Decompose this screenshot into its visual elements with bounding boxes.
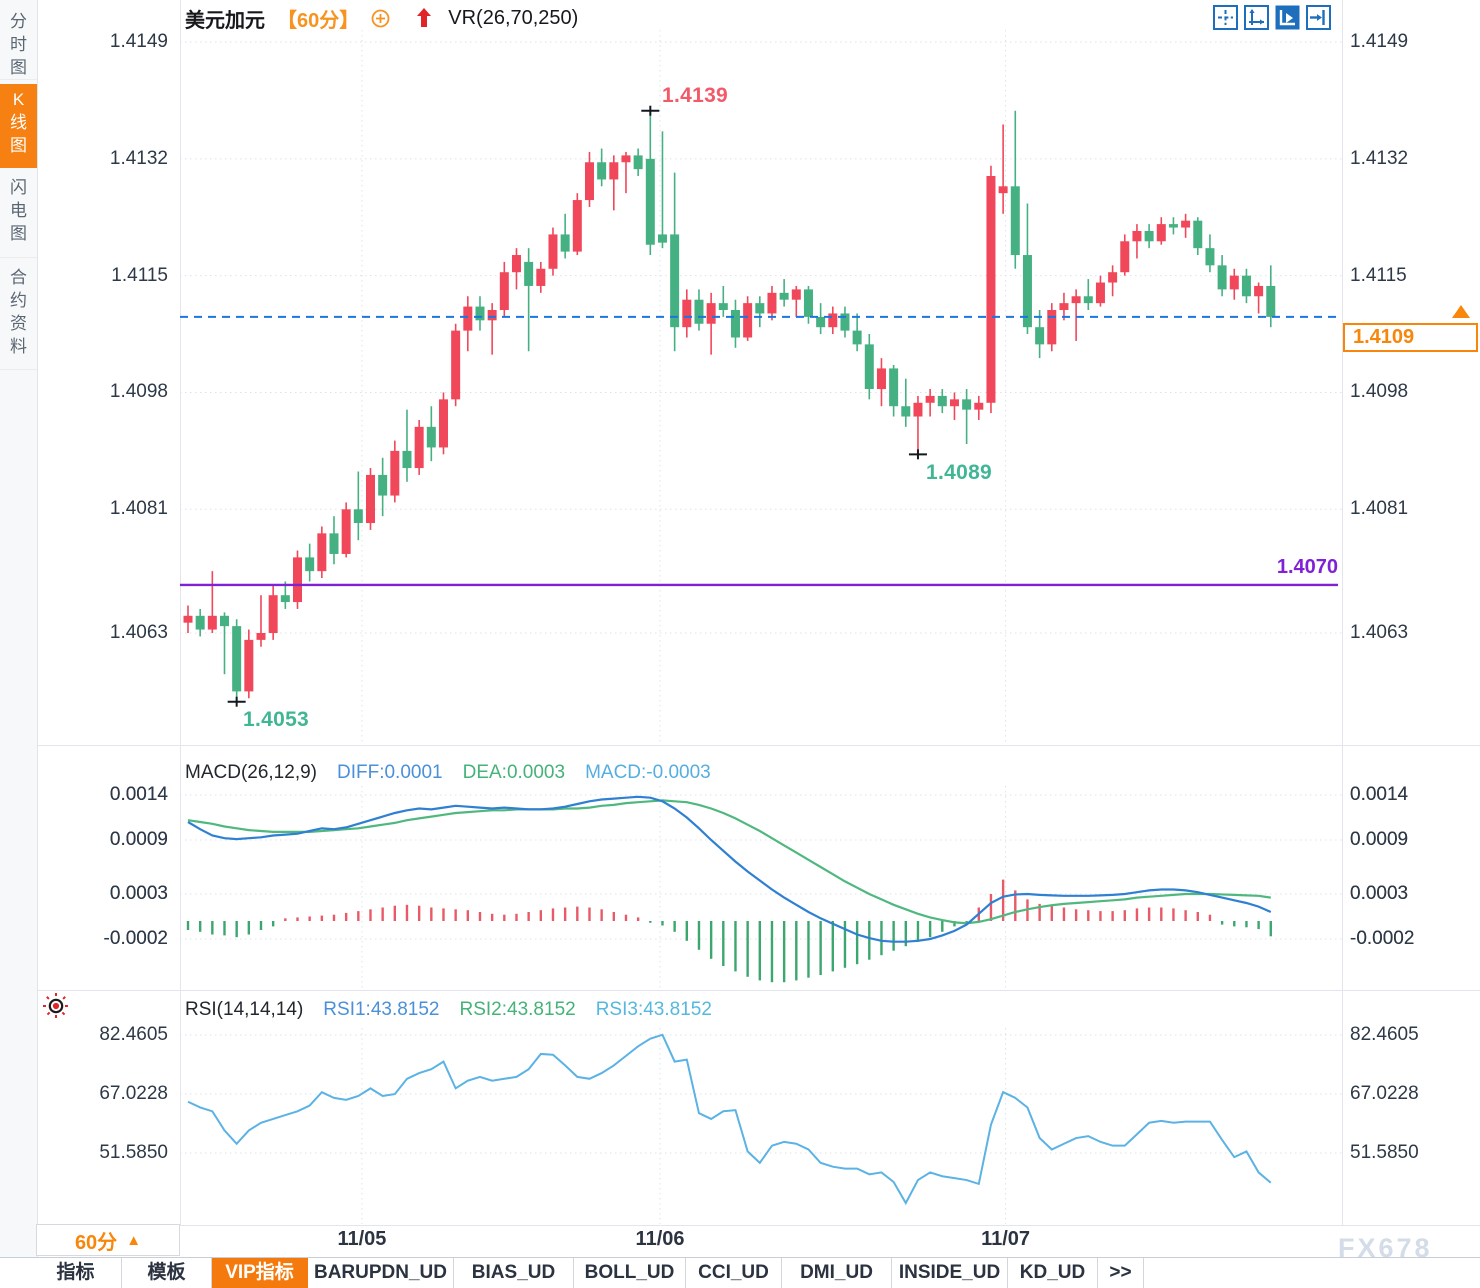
alert-target-icon[interactable]: [42, 992, 70, 1020]
macd-tick-label-left: 0.0003: [109, 883, 168, 904]
price-tick-label-right: 1.4132: [1350, 147, 1409, 169]
tab-指标[interactable]: 指标: [30, 1258, 122, 1288]
sidebar-item-contract-info[interactable]: 合约资料: [0, 262, 37, 370]
axis-range-icon[interactable]: [1244, 5, 1269, 30]
tab-inside-ud[interactable]: INSIDE_UD: [892, 1258, 1008, 1288]
macd-tick-label-left: 0.0014: [109, 784, 168, 805]
trend-up-arrow-icon: [417, 8, 432, 27]
macd-layer: [186, 795, 1272, 983]
period-up-triangle-icon: ▲: [126, 1231, 142, 1249]
macd-value-readout: MACD:-0.0003: [585, 762, 711, 783]
period-badge[interactable]: 【60分】: [277, 9, 360, 32]
macd-tick-label-right: 0.0003: [1350, 883, 1409, 904]
macd-tick-label-left: 0.0014: [109, 784, 168, 805]
macd-tick-label-left: -0.0002: [103, 928, 168, 949]
sidebar-item-flash-chart[interactable]: 闪电图: [0, 172, 37, 258]
price-tick-label-left: 1.4081: [109, 498, 168, 520]
macd-panel-header: MACD(26,12,9) DIFF:0.0001 DEA:0.0003 MAC…: [185, 762, 711, 784]
swing-low-annotation: 1.4089: [926, 461, 993, 484]
rsi-tick-label-right: 51.5850: [1350, 1141, 1419, 1163]
macd-tick-label-right: -0.0002: [1350, 928, 1415, 949]
tab-cci-ud[interactable]: CCI_UD: [686, 1258, 782, 1288]
rsi-panel-header: RSI(14,14,14) RSI1:43.8152 RSI2:43.8152 …: [185, 999, 712, 1021]
rsi-tick-label-right: 67.0228: [1350, 1082, 1419, 1104]
price-tick-label-right: 1.4115: [1350, 264, 1407, 286]
low-price-annotation: 1.4053: [243, 708, 310, 731]
macd-dea-readout: DEA:0.0003: [462, 762, 566, 783]
date-label: 11/05: [337, 1228, 387, 1250]
price-up-triangle-icon: [1452, 305, 1470, 318]
price-tick-label-right: 1.4098: [1350, 381, 1409, 403]
period-selector[interactable]: 60分 ▲: [36, 1224, 180, 1256]
rsi2-readout: RSI2:43.8152: [459, 999, 576, 1020]
price-tick-label-left: 1.4098: [109, 381, 168, 403]
macd-tick-label-right: 0.0009: [1350, 829, 1409, 850]
price-tick-label-left: 1.4149: [109, 31, 168, 52]
price-tick-label-right: 1.4063: [1350, 621, 1409, 643]
tab-dmi-ud[interactable]: DMI_UD: [782, 1258, 892, 1288]
macd-tick-label-right: 0.0014: [1350, 784, 1409, 805]
dea-line: [187, 799, 1271, 925]
macd-title: MACD(26,12,9): [185, 762, 317, 783]
overlay-lines-layer: [180, 315, 1342, 587]
sidebar-item-time-chart[interactable]: 分时图: [0, 6, 37, 80]
panel-border-layer: [38, 0, 1480, 1226]
price-tick-label-left: 1.4115: [111, 264, 168, 286]
price-tick-label-left: 1.4132: [109, 147, 168, 169]
price-tick-label-left: 1.4063: [109, 621, 168, 643]
symbol-title: 美元加元: [185, 9, 265, 32]
macd-tick-label-right: -0.0002: [1350, 928, 1415, 949]
grid-layer: [180, 30, 1342, 1224]
diff-line: [187, 795, 1272, 943]
tab-bias-ud[interactable]: BIAS_UD: [454, 1258, 574, 1288]
price-tick-label-right: 1.4081: [1350, 498, 1409, 520]
rsi-layer: [187, 1033, 1272, 1206]
scroll-to-latest-icon[interactable]: [1306, 5, 1331, 30]
tab-kd-ud[interactable]: KD_UD: [1008, 1258, 1098, 1288]
rsi-tick-label-left: 67.0228: [99, 1082, 168, 1104]
macd-tick-label-left: 0.0009: [109, 829, 168, 850]
tab-boll-ud[interactable]: BOLL_UD: [574, 1258, 686, 1288]
period-selector-label: 60分: [74, 1231, 118, 1254]
rsi-tick-label-left: 51.5850: [99, 1141, 168, 1163]
tab-模板[interactable]: 模板: [122, 1258, 212, 1288]
tab-vip-indicators[interactable]: VIP指标: [212, 1258, 308, 1288]
support-line-label: 1.4070: [1276, 556, 1338, 578]
tab->>[interactable]: >>: [1098, 1258, 1144, 1288]
macd-tick-label-left: 0.0003: [109, 883, 168, 904]
rsi1-readout: RSI1:43.8152: [323, 999, 440, 1020]
crosshair-tool-icon[interactable]: [1213, 5, 1238, 30]
overlay-indicator-label: VR(26,70,250): [448, 6, 579, 29]
macd-tick-label-right: 0.0014: [1350, 784, 1409, 805]
chart-toolbar: [1213, 5, 1331, 30]
last-price-tag: 1.4109: [1343, 323, 1478, 352]
rsi-line: [187, 1033, 1272, 1206]
date-label: 11/06: [635, 1228, 685, 1250]
rsi3-readout: RSI3:43.8152: [595, 999, 712, 1020]
rsi-tick-label-left: 82.4605: [99, 1024, 168, 1045]
macd-tick-label-right: 0.0009: [1350, 829, 1409, 850]
rsi-title: RSI(14,14,14): [185, 999, 304, 1020]
macd-tick-label-left: 0.0009: [109, 829, 168, 850]
add-indicator-icon[interactable]: [371, 9, 390, 28]
auto-scale-icon[interactable]: [1275, 5, 1300, 30]
tab-barupdn-ud[interactable]: BARUPDN_UD: [308, 1258, 454, 1288]
chart-header: 美元加元 【60分】 VR(26,70,250): [185, 4, 578, 32]
macd-diff-readout: DIFF:0.0001: [337, 762, 443, 783]
high-price-annotation: 1.4139: [662, 84, 729, 107]
macd-tick-label-right: 0.0003: [1350, 883, 1409, 904]
date-label: 11/07: [981, 1228, 1031, 1250]
rsi-tick-label-right: 82.4605: [1350, 1024, 1419, 1045]
price-tick-label-right: 1.4149: [1350, 31, 1409, 52]
indicator-tab-bar: 指标 模板 VIP指标 BARUPDN_UD BIAS_UD BOLL_UD CCI_UD D…: [0, 1257, 1480, 1288]
macd-tick-label-left: -0.0002: [103, 928, 168, 949]
watermark: FX678: [1338, 1233, 1433, 1263]
annotation-marks-layer: [227, 105, 927, 707]
candlestick-layer: [183, 110, 1276, 702]
last-price-value: 1.4109: [1353, 326, 1415, 348]
